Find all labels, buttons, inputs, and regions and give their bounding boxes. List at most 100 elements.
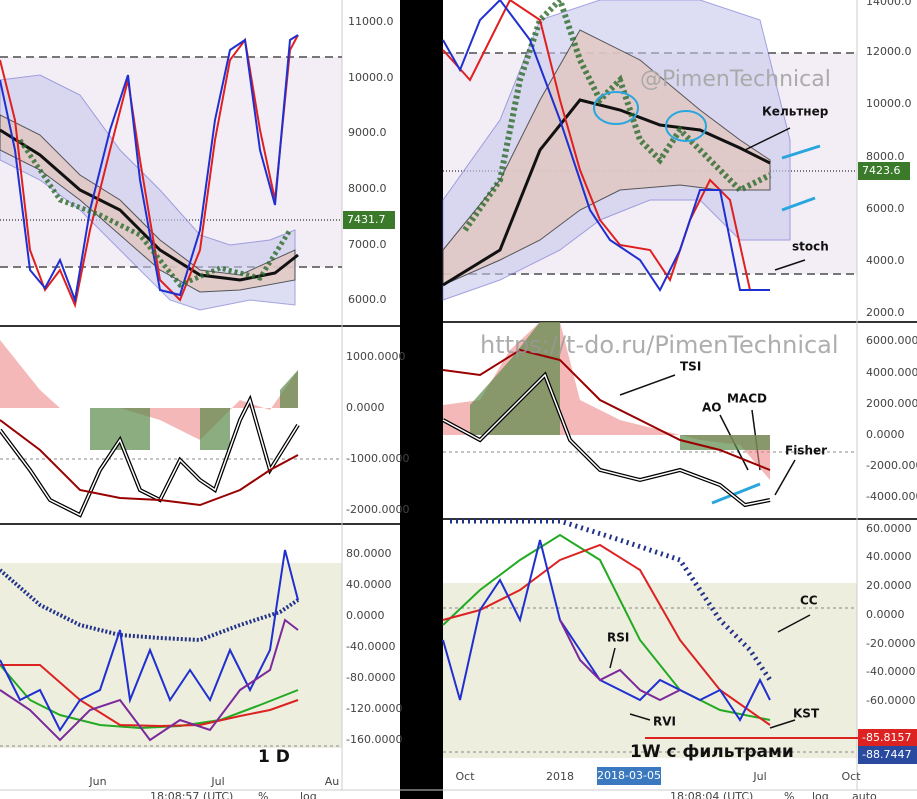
annotation: CC bbox=[800, 594, 818, 608]
price-tag-label: 7423.6 bbox=[862, 164, 901, 177]
watermark: https://t-do.ru/PimenTechnical bbox=[480, 331, 839, 359]
keltner-mid bbox=[442, 98, 771, 287]
axis-label: 4000.0 bbox=[866, 254, 905, 267]
ao-green bbox=[470, 322, 770, 450]
time-label: Jul bbox=[210, 775, 224, 788]
highlight bbox=[593, 91, 639, 125]
axis-label: 7000.0 bbox=[348, 238, 387, 251]
axis-label: -160.0000 bbox=[346, 733, 402, 746]
annotation: RVI bbox=[653, 715, 676, 729]
price-tag bbox=[858, 746, 917, 764]
annotation: Кельтнер bbox=[762, 105, 829, 119]
axis-label: 11000.0 bbox=[348, 15, 394, 28]
axis-label: 10000.0 bbox=[348, 71, 394, 84]
time-label: Au bbox=[325, 775, 340, 788]
timeframe: 1W с фильтрами bbox=[630, 742, 794, 762]
axis-label: 8000.0 bbox=[866, 150, 905, 163]
kst-signal bbox=[442, 533, 771, 721]
annotation: TSI bbox=[680, 360, 701, 374]
rvi bbox=[559, 619, 681, 702]
axis-label: 80.0000 bbox=[346, 547, 392, 560]
price-tag-label: -88.7447 bbox=[862, 748, 911, 761]
annotation: KST bbox=[793, 707, 820, 721]
time-label: Oct bbox=[841, 770, 861, 783]
rsi bbox=[0, 549, 299, 732]
axis-label: 1000.0000 bbox=[346, 350, 406, 363]
axis-label: -40.0000 bbox=[866, 665, 915, 678]
axis-label: 6000.0 bbox=[866, 202, 905, 215]
rsi bbox=[442, 539, 771, 722]
watermark: @PimenTechnical bbox=[640, 67, 831, 92]
axis-label: -1000.0000 bbox=[346, 452, 409, 465]
axis-label: -80.0000 bbox=[346, 671, 395, 684]
axis-label: 10000.0 bbox=[866, 97, 912, 110]
macd bbox=[0, 419, 299, 507]
candles bbox=[462, 0, 772, 232]
axis-label: 20.0000 bbox=[866, 579, 912, 592]
axis-label: 2000.0000 bbox=[866, 397, 917, 410]
axis-label: -120.0000 bbox=[346, 702, 402, 715]
kst bbox=[0, 664, 299, 728]
time-cursor-label: 2018-03-05 bbox=[597, 769, 661, 782]
price-tag-label: -85.8157 bbox=[862, 731, 911, 744]
axis-label: 0.0000 bbox=[866, 428, 905, 441]
axis-label: 0.0000 bbox=[866, 608, 905, 621]
price-tag-label: 7431.7 bbox=[347, 213, 386, 226]
axis-label: 14000.0 bbox=[866, 0, 912, 8]
annotation: AO bbox=[702, 401, 722, 415]
kst bbox=[442, 543, 771, 726]
annotation: MACD bbox=[727, 392, 767, 406]
toolbar-button[interactable]: log bbox=[812, 790, 829, 799]
time-label: 2018 bbox=[546, 770, 574, 783]
price-tag bbox=[343, 211, 395, 229]
divider bbox=[400, 0, 443, 799]
toolbar-button[interactable]: log bbox=[300, 790, 317, 799]
axis-label: -60.0000 bbox=[866, 694, 915, 707]
toolbar-button[interactable]: auto bbox=[852, 790, 877, 799]
annotation: RSI bbox=[607, 631, 629, 645]
time-label: Oct bbox=[455, 770, 475, 783]
stoch-d bbox=[0, 34, 299, 304]
axis-label: 6000.0 bbox=[348, 293, 387, 306]
annotation: Fisher bbox=[785, 444, 827, 458]
cc-hist bbox=[450, 518, 773, 682]
axis-label: 40.0000 bbox=[866, 550, 912, 563]
timeframe: 1 D bbox=[258, 747, 290, 767]
axis-label: 8000.0 bbox=[348, 182, 387, 195]
time-label: Jun bbox=[88, 775, 106, 788]
keltner bbox=[442, 29, 771, 286]
axis-label: -2000.0000 bbox=[866, 459, 917, 472]
clock: 18:08:57 (UTC) bbox=[150, 790, 233, 799]
time-cursor bbox=[597, 767, 661, 785]
stoch-k bbox=[0, 34, 299, 309]
axis-label: 60.0000 bbox=[866, 522, 912, 535]
axis-label: 9000.0 bbox=[348, 126, 387, 139]
price-tag bbox=[858, 162, 910, 180]
ao-green bbox=[90, 370, 298, 450]
axis-label: 0.0000 bbox=[346, 609, 385, 622]
cc-zone bbox=[443, 583, 857, 758]
cc-zone bbox=[0, 563, 342, 748]
tsi-inner bbox=[442, 373, 771, 506]
clock: 18:08:04 (UTC) bbox=[670, 790, 753, 799]
axis-label: 6000.0000 bbox=[866, 334, 917, 347]
highlight bbox=[665, 110, 707, 142]
time-label: Jul bbox=[752, 770, 766, 783]
arrows bbox=[711, 144, 821, 505]
toolbar-button[interactable]: % bbox=[784, 790, 794, 799]
cc-hist bbox=[0, 568, 300, 643]
axis-label: 2000.0 bbox=[866, 306, 905, 319]
axis-label: -2000.0000 bbox=[346, 503, 409, 516]
price-tag bbox=[858, 729, 917, 747]
axis-label: 12000.0 bbox=[866, 45, 912, 58]
stoch-d bbox=[442, 0, 770, 292]
annotation: stoch bbox=[792, 240, 829, 254]
axis-label: 0.0000 bbox=[346, 401, 385, 414]
axis-label: 40.0000 bbox=[346, 578, 392, 591]
axis-label: -4000.0000 bbox=[866, 490, 917, 503]
toolbar-button[interactable]: % bbox=[258, 790, 268, 799]
axis-label: -20.0000 bbox=[866, 637, 915, 650]
axis-label: -40.0000 bbox=[346, 640, 395, 653]
